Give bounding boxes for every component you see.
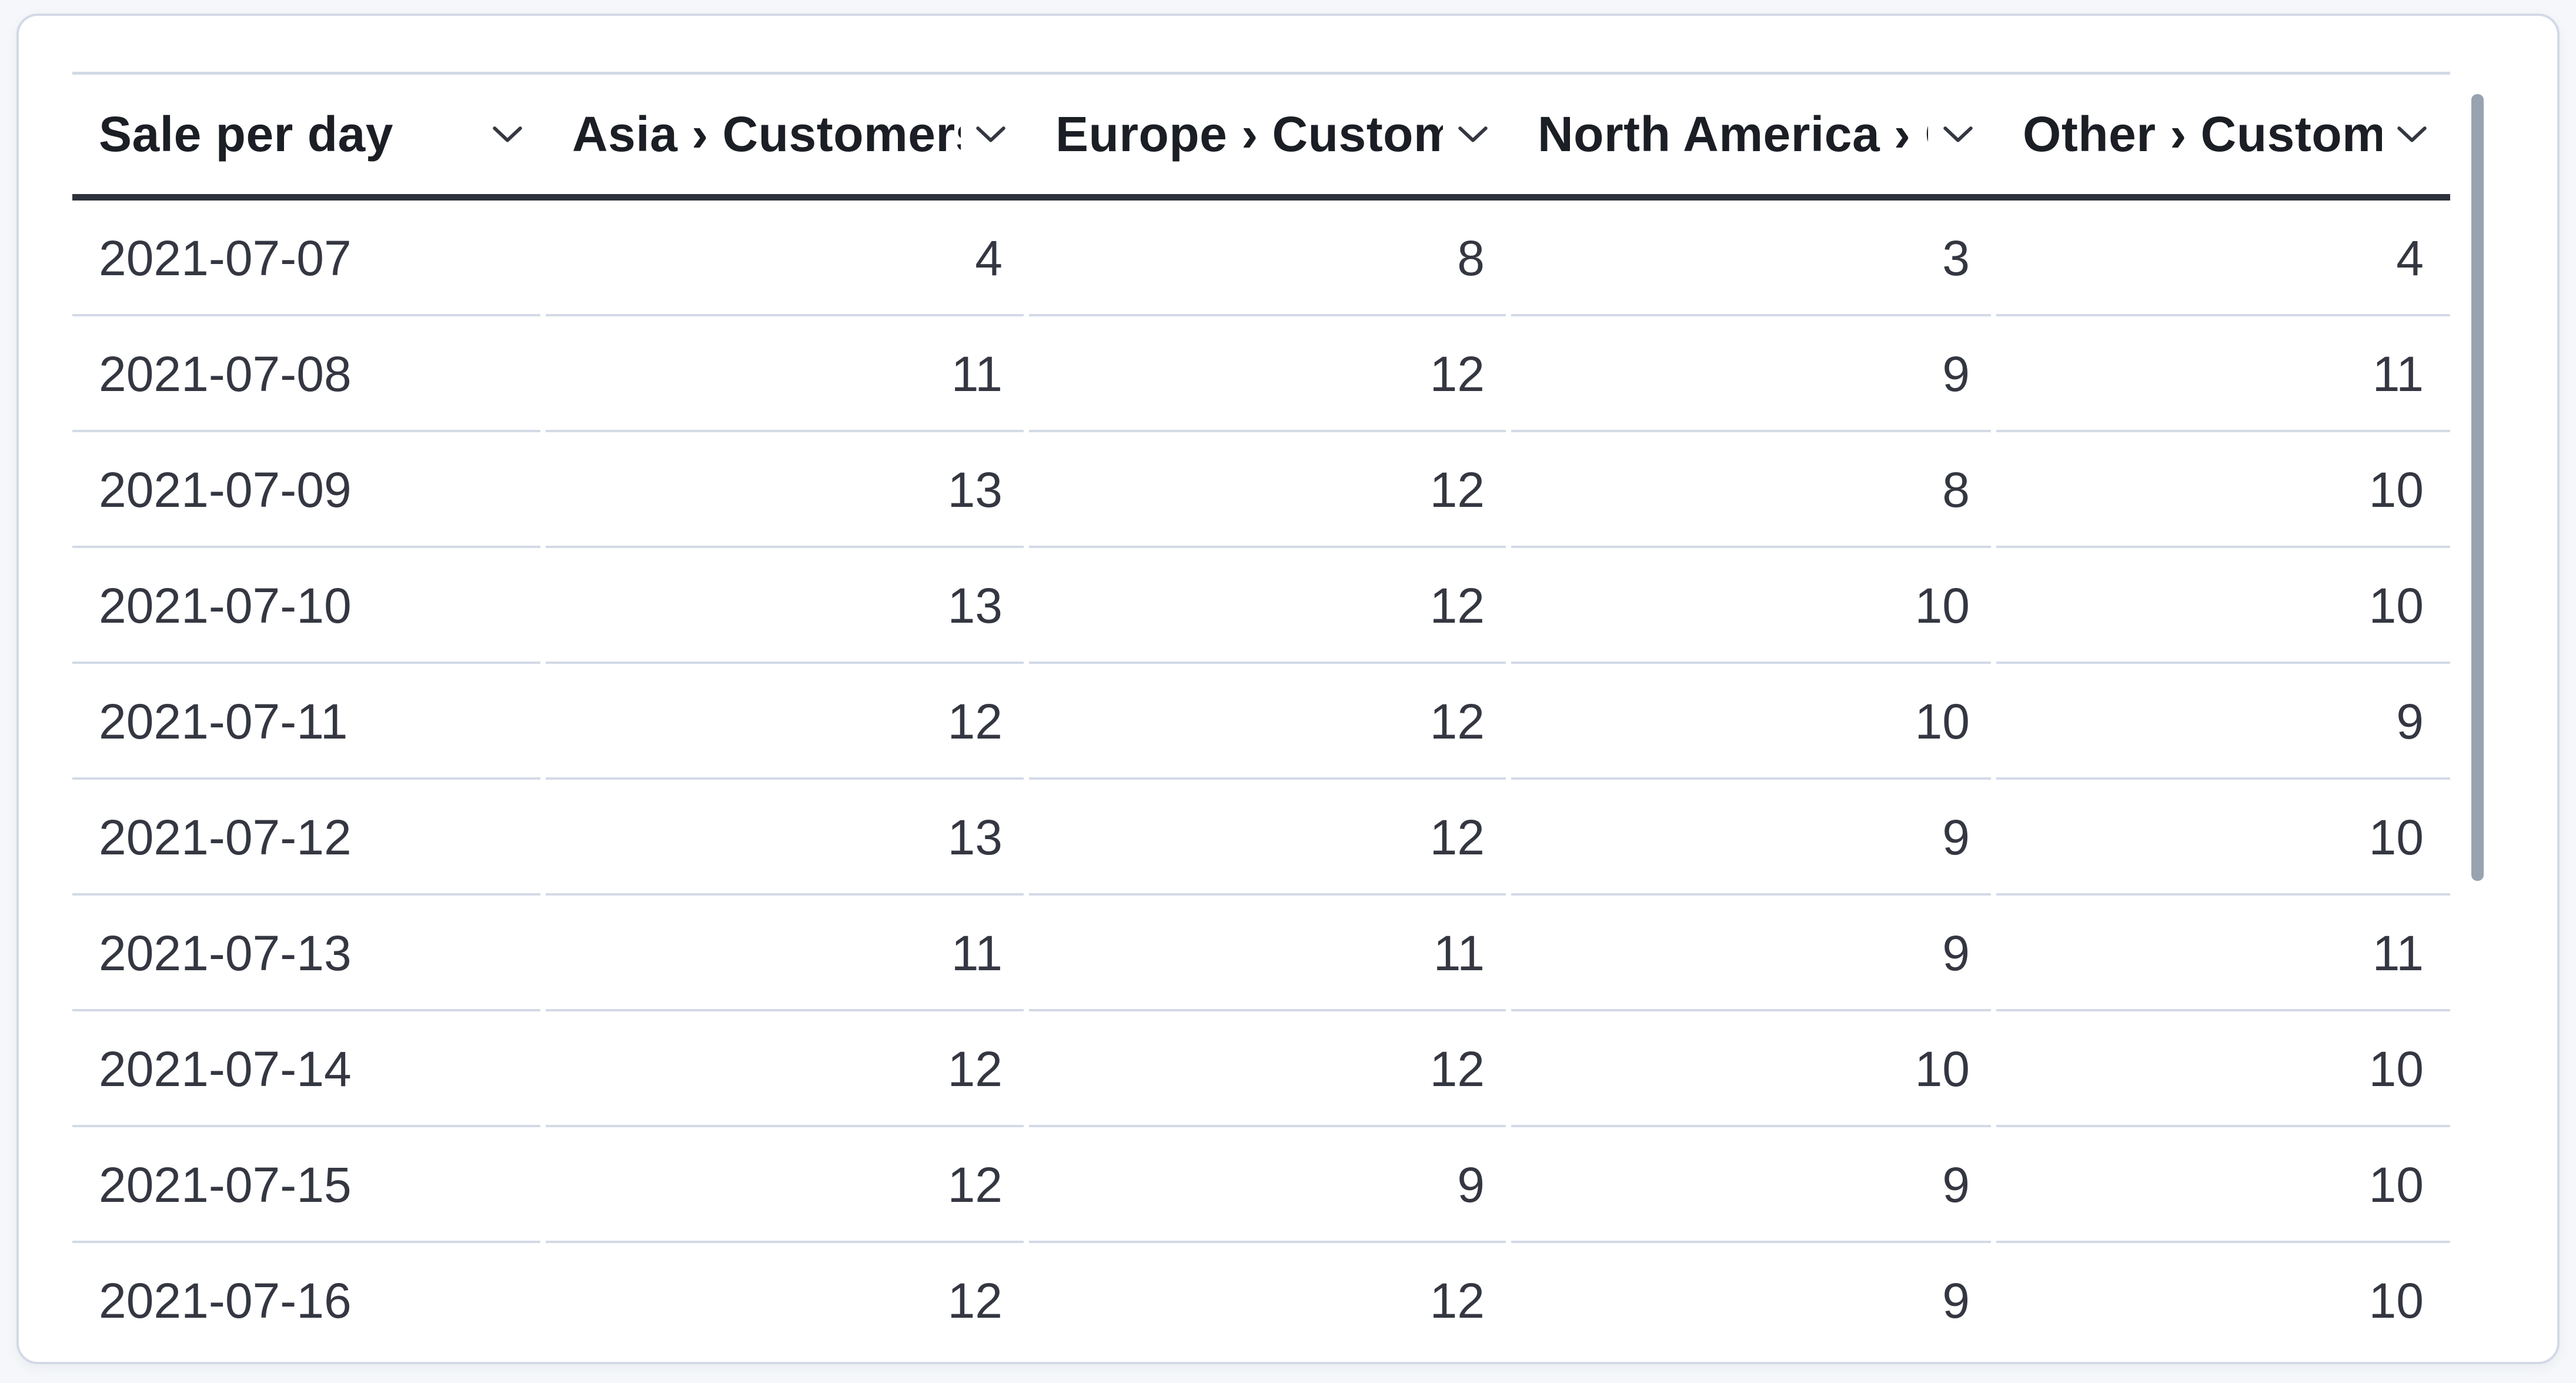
column-header-label: Other › Customers	[2023, 106, 2382, 162]
date-cell: 2021-07-16	[99, 1273, 352, 1328]
date-cell: 2021-07-11	[72, 664, 546, 780]
column-header-north-america-customers[interactable]: North America › Customers	[1511, 75, 1996, 194]
column-header-europe-customers[interactable]: Europe › Customers	[1029, 75, 1511, 194]
value-cell: 10	[1996, 548, 2450, 664]
grid-top-border	[72, 72, 2450, 75]
table-row: 2021-07-12 13 12 9 10	[72, 780, 2450, 896]
value-cell: 8	[1029, 201, 1511, 316]
value-cell: 4	[1996, 201, 2450, 316]
chevron-down-icon[interactable]	[976, 126, 1005, 143]
value-cell: 12	[1029, 1011, 1511, 1127]
value-cell: 10	[1511, 1011, 1996, 1127]
chevron-down-icon[interactable]	[2397, 126, 2427, 143]
value-cell: 10	[1996, 1011, 2450, 1127]
table-body: 2021-07-07 4 8 3 4 2021-07-08 11 12 9 11…	[72, 201, 2450, 1359]
table-card: Sale per day Asia › Customers Europe › C…	[16, 14, 2560, 1364]
value-cell: 9	[1996, 664, 2450, 780]
value-cell: 9	[1511, 896, 1996, 1011]
value-cell: 10	[2368, 1273, 2424, 1328]
table-row: 2021-07-16 12 12 9 10	[72, 1243, 2450, 1359]
date-cell: 2021-07-14	[72, 1011, 546, 1127]
value-cell: 10	[1996, 432, 2450, 548]
chevron-down-icon[interactable]	[1943, 126, 1973, 143]
value-cell: 12	[546, 1011, 1029, 1127]
date-cell: 2021-07-15	[72, 1127, 546, 1243]
value-cell: 11	[546, 316, 1029, 432]
value-cell: 10	[1996, 1127, 2450, 1243]
value-cell: 9	[1029, 1127, 1511, 1243]
column-header-label: North America › Customers	[1538, 106, 1928, 162]
table-row: 2021-07-08 11 12 9 11	[72, 316, 2450, 432]
header-row: Sale per day Asia › Customers Europe › C…	[72, 75, 2450, 201]
value-cell: 13	[546, 432, 1029, 548]
column-header-label: Asia › Customers	[572, 106, 961, 162]
date-cell: 2021-07-07	[72, 201, 546, 316]
date-cell: 2021-07-10	[72, 548, 546, 664]
table-row: 2021-07-15 12 9 9 10	[72, 1127, 2450, 1243]
column-header-sale-per-day[interactable]: Sale per day	[72, 75, 546, 194]
value-cell: 11	[1029, 896, 1511, 1011]
value-cell: 10	[1511, 548, 1996, 664]
value-cell: 8	[1511, 432, 1996, 548]
value-cell: 10	[1996, 780, 2450, 896]
chevron-down-icon[interactable]	[1458, 126, 1488, 143]
column-header-label: Europe › Customers	[1055, 106, 1443, 162]
value-cell: 12	[1429, 1273, 1485, 1328]
value-cell: 12	[1029, 548, 1511, 664]
value-cell: 9	[1511, 1127, 1996, 1243]
column-header-label: Sale per day	[99, 106, 393, 162]
data-grid: Sale per day Asia › Customers Europe › C…	[72, 72, 2450, 1359]
value-cell: 12	[546, 1127, 1029, 1243]
value-cell: 4	[546, 201, 1029, 316]
value-cell: 12	[1029, 780, 1511, 896]
value-cell: 9	[1511, 316, 1996, 432]
value-cell: 13	[546, 548, 1029, 664]
value-cell: 3	[1511, 201, 1996, 316]
table-row: 2021-07-10 13 12 10 10	[72, 548, 2450, 664]
date-cell: 2021-07-08	[72, 316, 546, 432]
value-cell: 12	[1029, 664, 1511, 780]
vertical-scrollbar-thumb[interactable]	[2471, 94, 2484, 881]
value-cell: 12	[1029, 316, 1511, 432]
table-row: 2021-07-13 11 11 9 11	[72, 896, 2450, 1011]
value-cell: 12	[1029, 432, 1511, 548]
value-cell: 11	[1996, 896, 2450, 1011]
table-row: 2021-07-09 13 12 8 10	[72, 432, 2450, 548]
value-cell: 12	[947, 1273, 1003, 1328]
date-cell: 2021-07-13	[72, 896, 546, 1011]
value-cell: 11	[546, 896, 1029, 1011]
value-cell: 13	[546, 780, 1029, 896]
table-row: 2021-07-14 12 12 10 10	[72, 1011, 2450, 1127]
value-cell: 11	[1996, 316, 2450, 432]
table-row: 2021-07-07 4 8 3 4	[72, 201, 2450, 316]
value-cell: 10	[1511, 664, 1996, 780]
value-cell: 9	[1511, 780, 1996, 896]
date-cell: 2021-07-12	[72, 780, 546, 896]
column-header-asia-customers[interactable]: Asia › Customers	[546, 75, 1029, 194]
column-header-other-customers[interactable]: Other › Customers	[1996, 75, 2450, 194]
value-cell: 9	[1942, 1273, 1970, 1328]
value-cell: 12	[546, 664, 1029, 780]
chevron-down-icon[interactable]	[493, 126, 522, 143]
date-cell: 2021-07-09	[72, 432, 546, 548]
table-row: 2021-07-11 12 12 10 9	[72, 664, 2450, 780]
